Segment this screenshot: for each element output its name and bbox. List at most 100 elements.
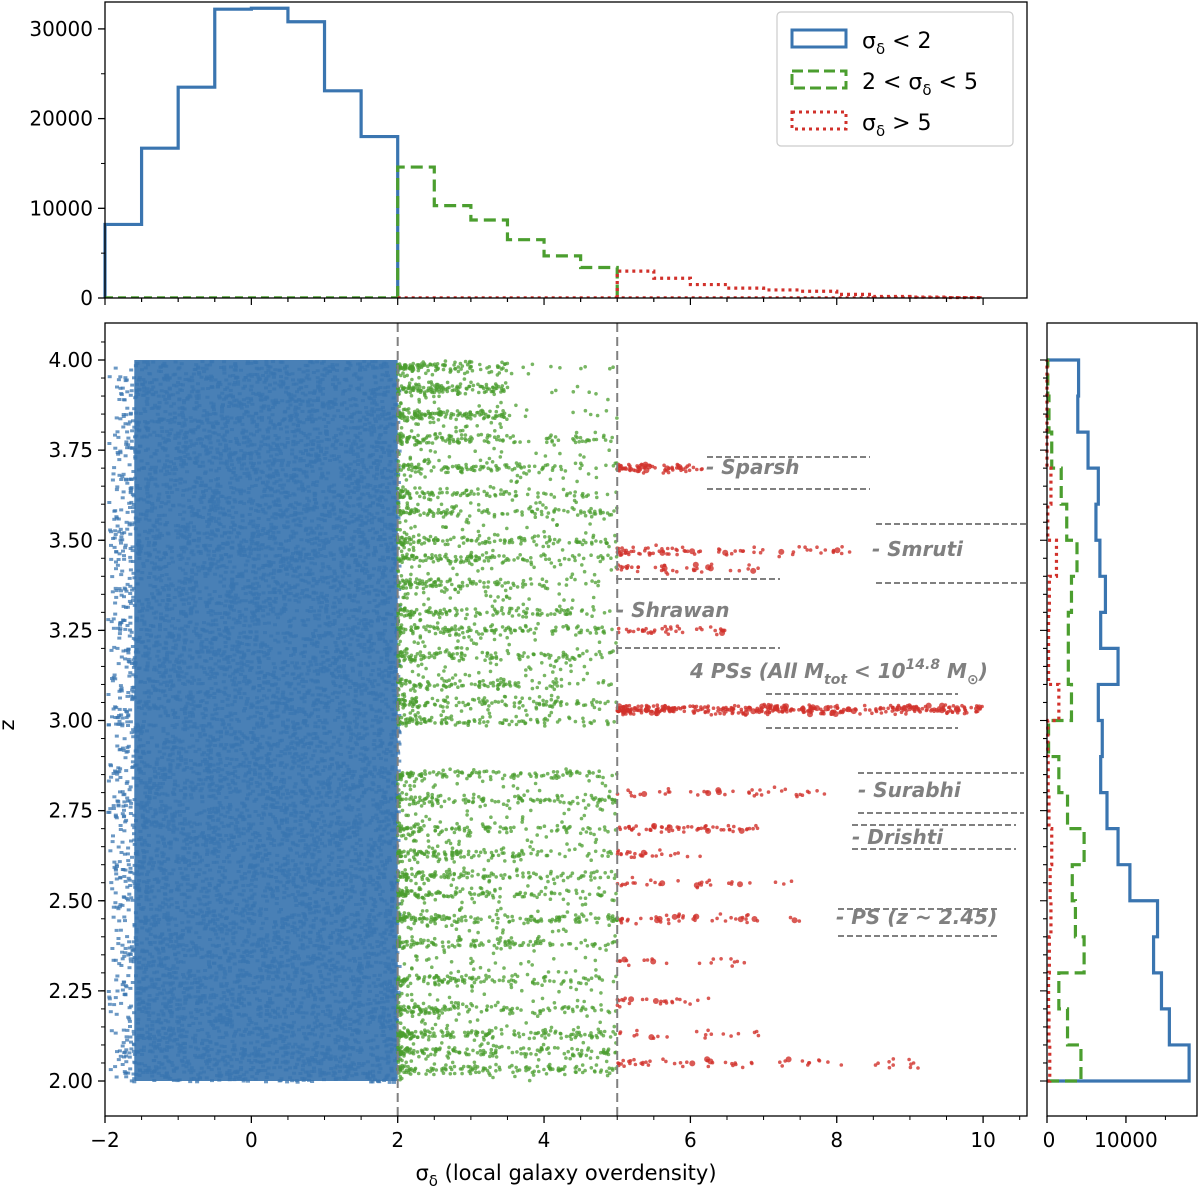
scatter-point-blue (113, 1065, 117, 1068)
scatter-point-blue (373, 599, 377, 602)
scatter-point-blue (150, 955, 154, 958)
scatter-point-blue (352, 831, 356, 834)
scatter-point-blue (132, 494, 136, 497)
scatter-point-blue (382, 674, 386, 677)
scatter-point-blue (242, 663, 246, 666)
scatter-point-blue (287, 461, 291, 464)
scatter-point-blue (175, 1038, 179, 1041)
scatter-point-blue (110, 947, 114, 950)
scatter-point-blue (349, 427, 353, 430)
scatter-point-blue (243, 452, 247, 455)
scatter-point-blue (174, 529, 178, 532)
scatter-point-blue (150, 510, 154, 513)
scatter-point-blue (218, 779, 222, 782)
scatter-point-blue (218, 581, 222, 584)
scatter-point-blue (348, 959, 352, 962)
scatter-point-blue (296, 1050, 300, 1053)
scatter-point-blue (358, 432, 362, 435)
scatter-point-blue (256, 535, 260, 538)
scatter-point-blue (174, 971, 178, 974)
scatter-point-blue (307, 500, 311, 503)
scatter-point-blue (184, 1035, 188, 1038)
scatter-point-blue (173, 604, 177, 607)
scatter-point-blue (157, 370, 161, 373)
scatter-point-blue (386, 556, 390, 559)
scatter-point-blue (267, 459, 271, 462)
scatter-point-blue (282, 869, 286, 872)
scatter-point-blue (345, 511, 349, 514)
scatter-point-blue (307, 1025, 311, 1028)
scatter-point-blue (339, 823, 343, 826)
scatter-point-blue (377, 772, 381, 775)
scatter-point-blue (323, 866, 327, 869)
scatter-point-blue (304, 385, 308, 388)
scatter-point-blue (255, 582, 259, 585)
scatter-point-blue (301, 903, 305, 906)
scatter-point-blue (369, 634, 373, 637)
scatter-point-blue (362, 650, 366, 653)
scatter-point-blue (151, 386, 155, 389)
scatter-point-blue (175, 967, 179, 970)
scatter-point-blue (209, 562, 213, 565)
scatter-point-blue (126, 724, 130, 727)
scatter-point-blue (393, 482, 397, 485)
scatter-point-blue (371, 719, 375, 722)
scatter-point-blue (210, 1079, 214, 1082)
scatter-point-blue (334, 1077, 338, 1080)
scatter-point-blue (221, 1036, 225, 1039)
scatter-point-blue (384, 688, 388, 691)
scatter-point-blue (258, 967, 262, 970)
scatter-point-blue (353, 440, 357, 443)
scatter-point-blue (287, 986, 291, 989)
scatter-point-blue (310, 1080, 314, 1083)
scatter-point-blue (316, 708, 320, 711)
scatter-point-blue (217, 870, 221, 873)
scatter-point-blue (165, 655, 169, 658)
scatter-point-blue (280, 399, 284, 402)
scatter-point-blue (231, 936, 235, 939)
scatter-point-blue (363, 689, 367, 692)
scatter-point-blue (290, 661, 294, 664)
scatter-point-blue (387, 674, 391, 677)
scatter-point-blue (361, 458, 365, 461)
scatter-point-blue (129, 867, 133, 870)
scatter-point-blue (111, 840, 115, 843)
scatter-point-blue (229, 600, 233, 603)
scatter-point-blue (306, 618, 310, 621)
scatter-point-blue (228, 791, 232, 794)
scatter-point-blue (320, 1032, 324, 1035)
scatter-point-blue (215, 976, 219, 979)
scatter-point-blue (122, 793, 126, 796)
scatter-point-blue (147, 1066, 151, 1069)
scatter-point-blue (332, 558, 336, 561)
scatter-point-blue (253, 991, 257, 994)
scatter-point-blue (202, 918, 206, 921)
scatter-point-blue (333, 719, 337, 722)
scatter-point-blue (345, 869, 349, 872)
scatter-point-blue (275, 1050, 279, 1053)
scatter-point-blue (224, 397, 228, 400)
scatter-point-blue (291, 966, 295, 969)
scatter-point-blue (137, 745, 141, 748)
scatter-point-blue (200, 800, 204, 803)
scatter-point-blue (124, 756, 128, 759)
scatter-point-blue (199, 442, 203, 445)
scatter-point-blue (320, 569, 324, 572)
scatter-point-blue (321, 801, 325, 804)
scatter-point-blue (242, 709, 246, 712)
scatter-point-blue (380, 997, 384, 1000)
scatter-point-blue (145, 559, 149, 562)
scatter-point-blue (147, 576, 151, 579)
scatter-point-blue (349, 865, 353, 868)
scatter-point-blue (140, 368, 144, 371)
scatter-point-blue (156, 589, 160, 592)
scatter-point-blue (174, 924, 178, 927)
legend: σδ < 2 2 < σδ < 5 σδ > 5 (777, 12, 1013, 146)
scatter-point-blue (355, 743, 359, 746)
scatter-point-blue (136, 569, 140, 572)
scatter-point-blue (177, 857, 181, 860)
scatter-point-blue (340, 936, 344, 939)
scatter-point-blue (302, 559, 306, 562)
scatter-point-blue (209, 841, 213, 844)
scatter-point-blue (301, 766, 305, 769)
